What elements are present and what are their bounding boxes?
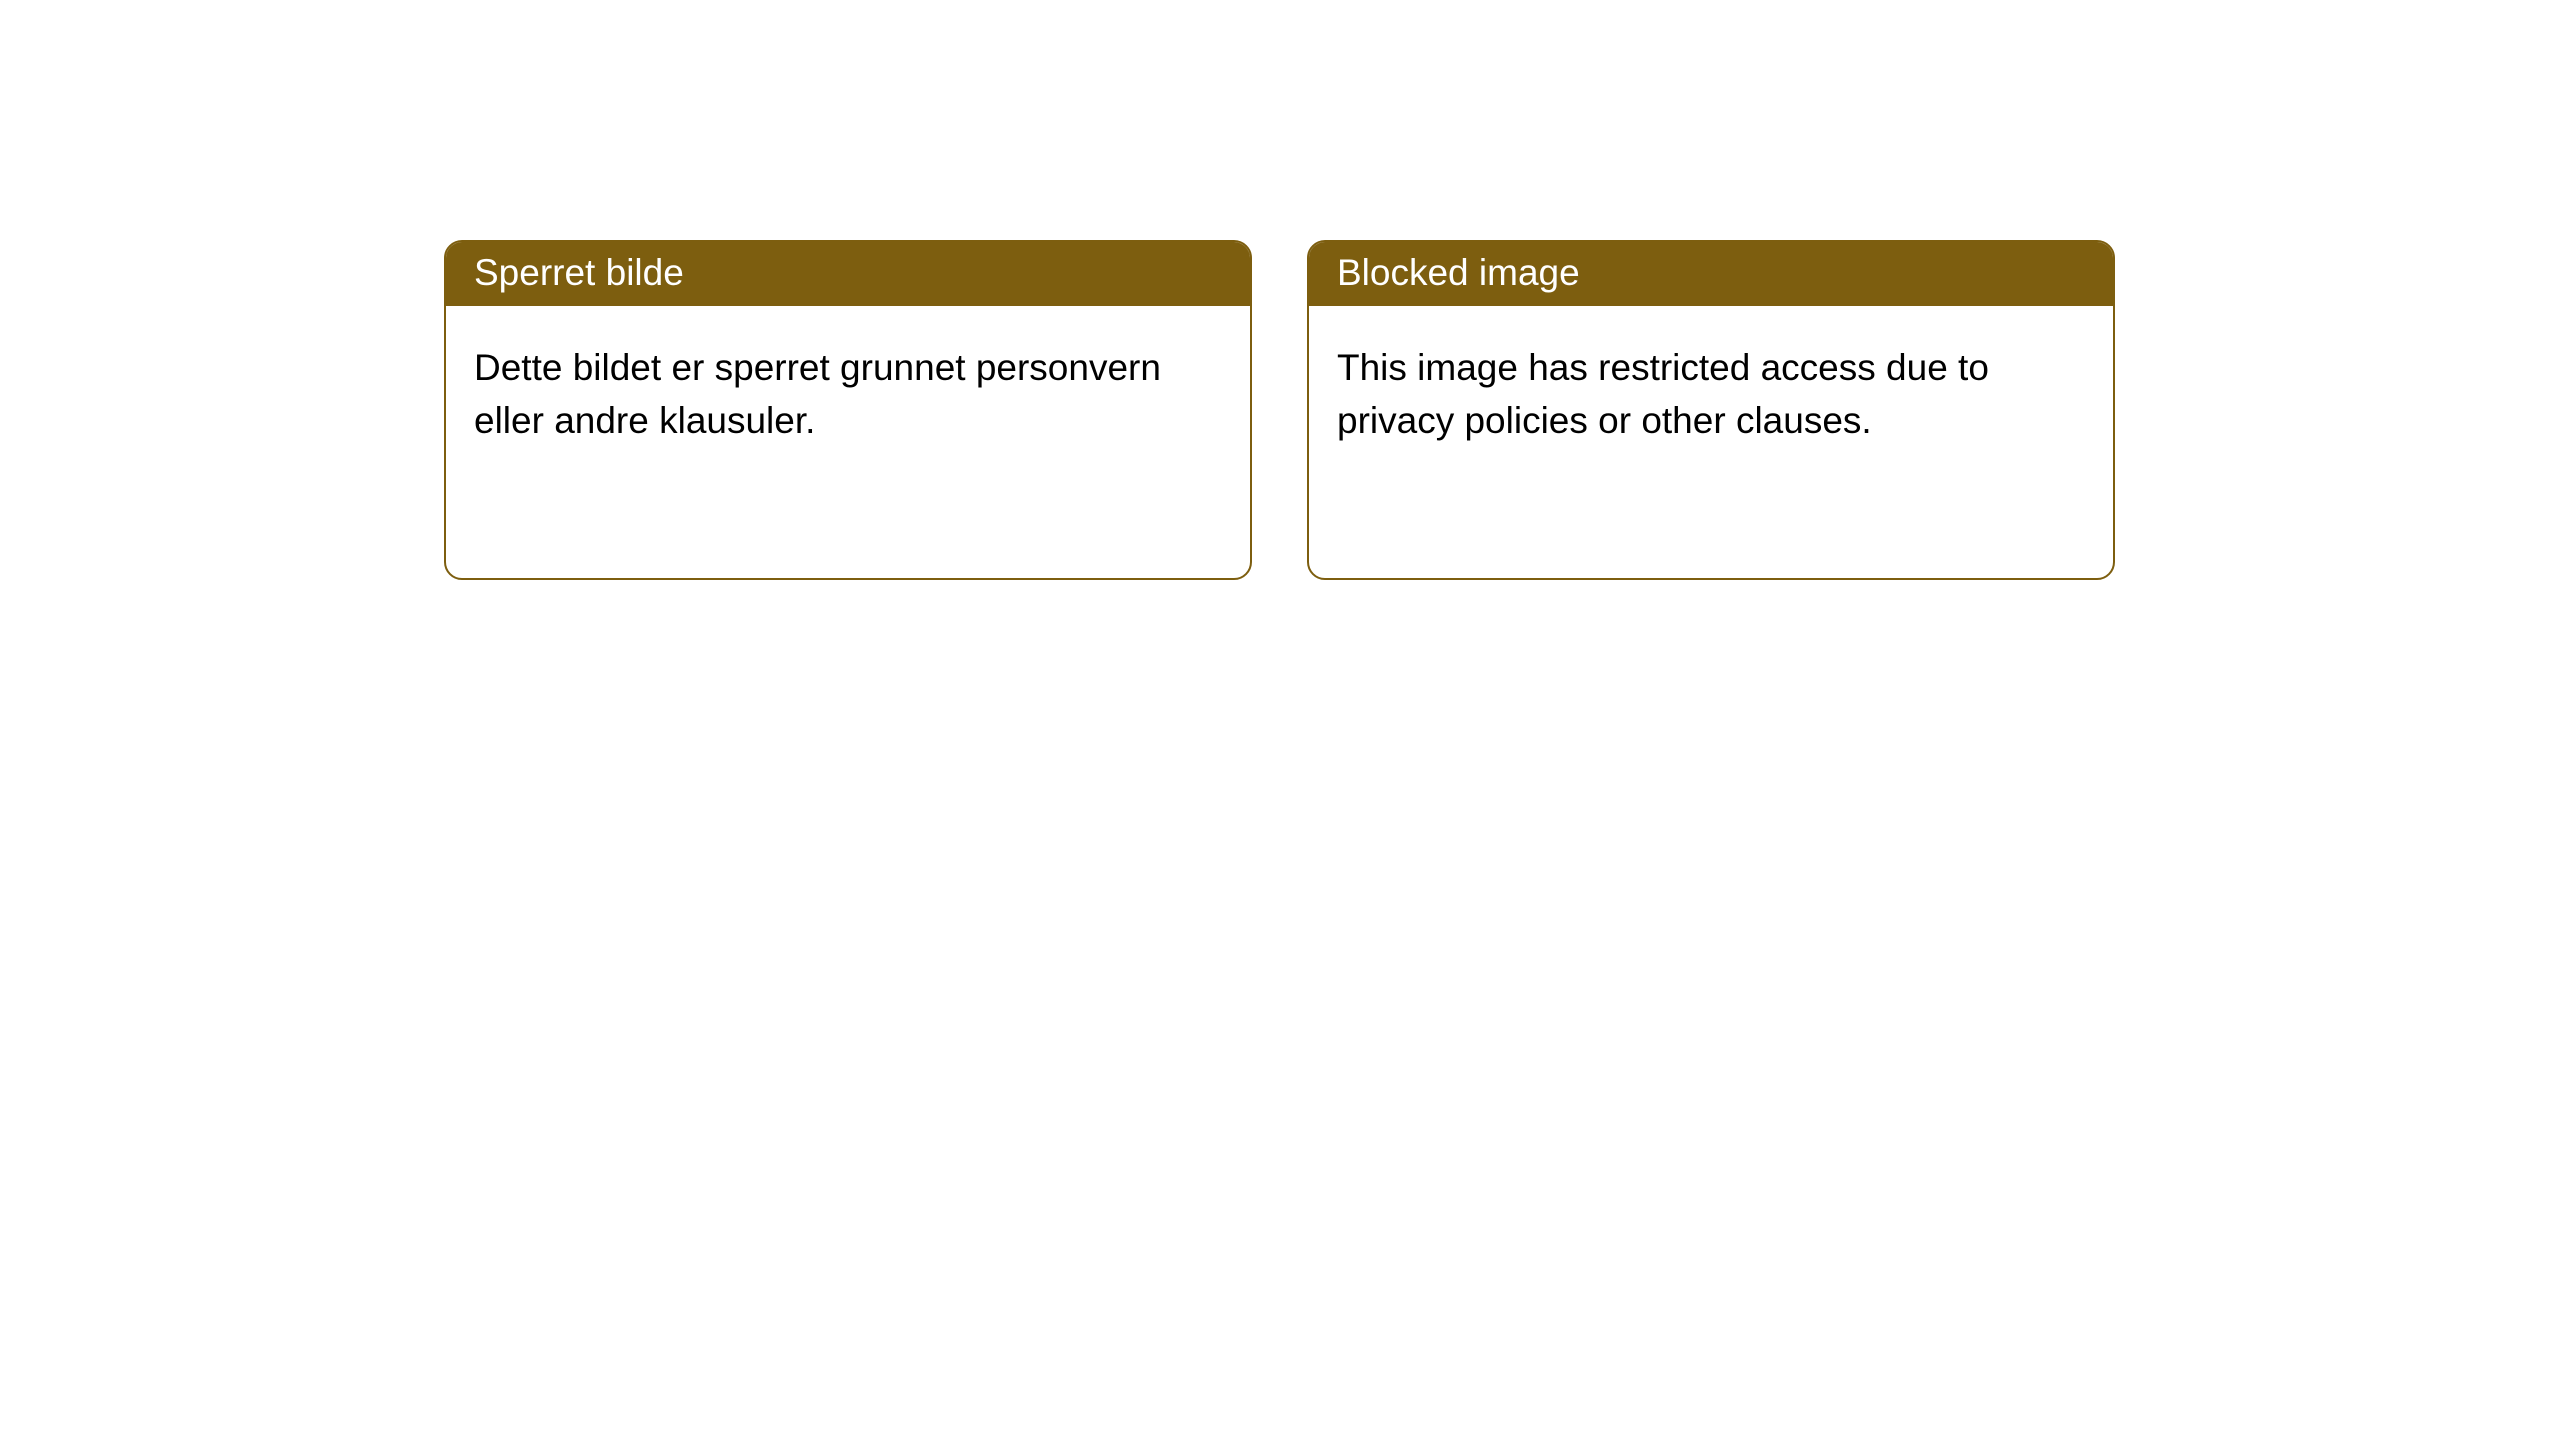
notice-title-english: Blocked image [1309,242,2113,306]
notice-container: Sperret bilde Dette bildet er sperret gr… [444,240,2115,580]
notice-body-english: This image has restricted access due to … [1309,306,2113,475]
notice-card-english: Blocked image This image has restricted … [1307,240,2115,580]
notice-body-norwegian: Dette bildet er sperret grunnet personve… [446,306,1250,475]
notice-title-norwegian: Sperret bilde [446,242,1250,306]
notice-card-norwegian: Sperret bilde Dette bildet er sperret gr… [444,240,1252,580]
